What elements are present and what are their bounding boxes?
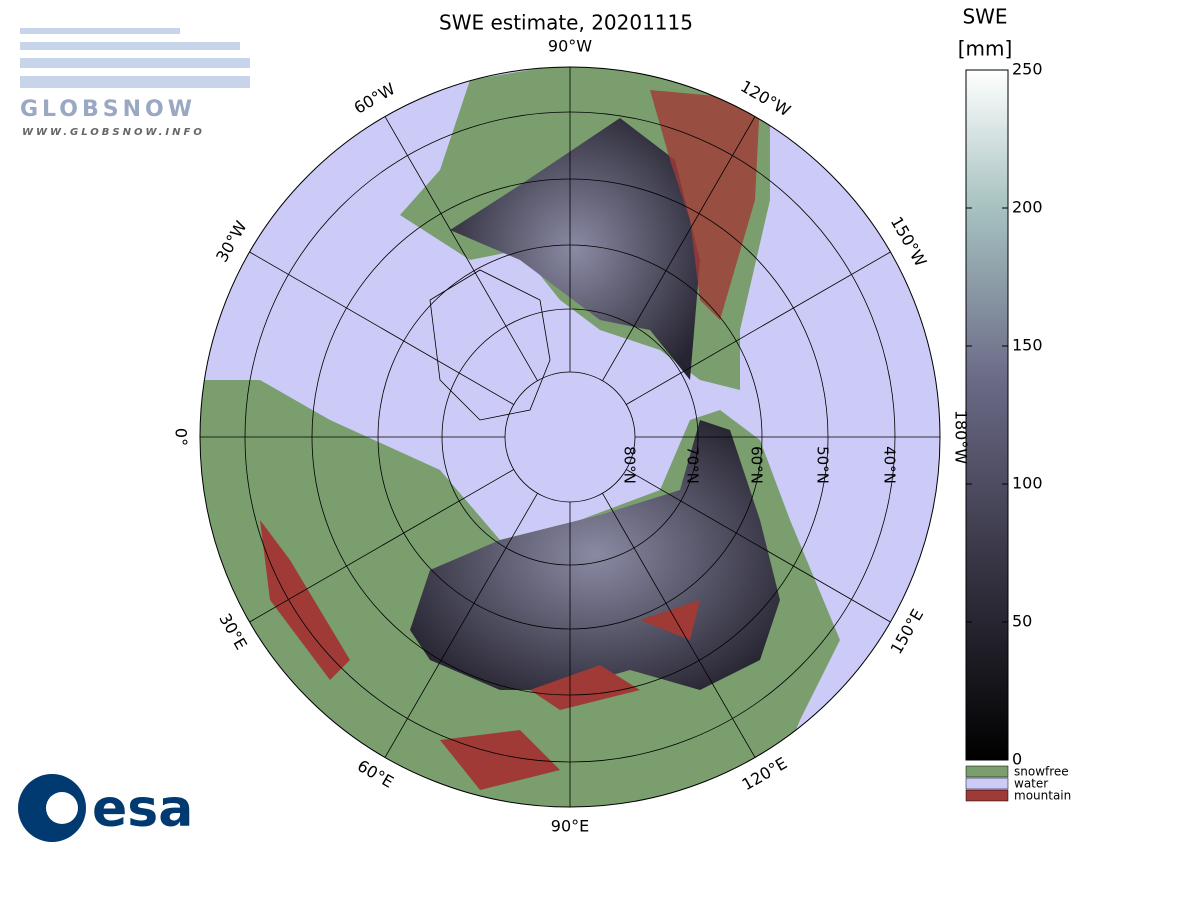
meridian-label: 180°W — [952, 410, 971, 465]
colorbar-label: SWE — [962, 5, 1007, 29]
title: SWE estimate, 20201115 — [439, 11, 693, 35]
meridian-label: 60°W — [351, 79, 399, 118]
colorbar-unit: [mm] — [958, 37, 1013, 61]
meridian — [249, 469, 514, 623]
logo-stripe — [20, 58, 250, 68]
parallel-label: 60°N — [748, 446, 766, 484]
logo-stripe — [20, 42, 240, 50]
legend-swatch — [965, 777, 1009, 790]
map-border — [199, 66, 941, 808]
colorbar — [965, 69, 1009, 761]
meridian-label: 30°W — [212, 217, 251, 265]
meridian — [602, 116, 756, 381]
graticule — [200, 67, 940, 807]
meridian — [384, 493, 538, 758]
meridian — [626, 469, 891, 623]
meridian-label: 90°E — [551, 817, 589, 836]
meridian — [249, 251, 514, 405]
snow-north-america — [450, 118, 700, 380]
meridian — [626, 251, 891, 405]
esa-logo: esa — [18, 774, 193, 842]
logo-stripe — [20, 76, 250, 88]
parallel-label: 40°N — [881, 446, 899, 484]
esa-emblem-inner — [46, 792, 78, 824]
legend-label: water — [1014, 777, 1048, 791]
legend-swatch — [965, 789, 1009, 802]
mountain-eurasia — [260, 520, 700, 790]
globsnow-url: WWW.GLOBSNOW.INFO — [22, 127, 205, 138]
colorbar-tick-label: 100 — [1012, 474, 1043, 493]
parallel-label: 70°N — [684, 446, 702, 484]
legend-label: mountain — [1014, 789, 1071, 803]
colorbar-tick-label: 200 — [1012, 198, 1043, 217]
meridian — [384, 116, 538, 381]
logo-stripe — [20, 28, 180, 34]
esa-text: esa — [92, 779, 193, 839]
meridian-label: 90°W — [548, 37, 592, 56]
colorbar-tick-label: 250 — [1012, 60, 1043, 79]
legend-label: snowfree — [1014, 765, 1069, 779]
globsnow-text: GLOBSNOW — [20, 97, 196, 122]
colorbar-tick-label: 150 — [1012, 336, 1043, 355]
colorbar-tick-label: 50 — [1012, 612, 1032, 631]
parallel-label: 80°N — [621, 446, 639, 484]
meridian-label: 30°E — [215, 610, 251, 653]
parallel-label: 50°N — [814, 446, 832, 484]
globsnow-logo: GLOBSNOW WWW.GLOBSNOW.INFO — [20, 28, 250, 138]
legend-swatch — [965, 765, 1009, 778]
map — [200, 67, 940, 807]
mountain-rockies — [650, 90, 760, 320]
meridian — [602, 493, 756, 758]
meridian-label: 60°E — [354, 756, 397, 792]
greenland — [429, 269, 551, 421]
meridian-label: 0° — [172, 428, 191, 446]
colorbar-tick-label: 0 — [1012, 750, 1022, 769]
